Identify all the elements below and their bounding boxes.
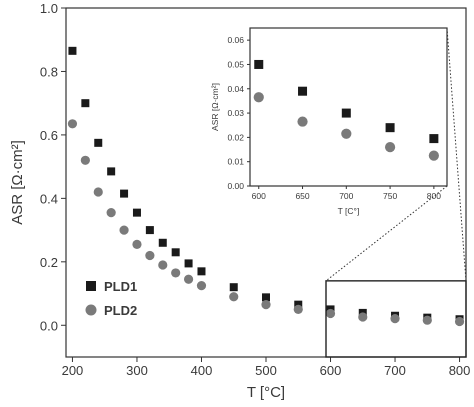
main-x-tick-label: 600: [320, 363, 342, 378]
main-point-pld2: [261, 300, 271, 310]
inset-plot: 600 650 700 750 800 0.00 0.01 0.02 0.03 0.04 0.05 0…: [210, 27, 448, 216]
inset-point-pld1: [298, 86, 308, 96]
main-x-axis-label: T [°C]: [247, 384, 285, 401]
connector-line-right: [446, 27, 467, 281]
zoom-connectors: [325, 27, 467, 282]
main-point-pld2: [229, 292, 239, 302]
legend: PLD1 PLD2: [85, 279, 137, 318]
main-point-pld2: [119, 225, 129, 235]
main-plot: 200 300 400 500 600 700 800 0.0 0.2 0.4 0.6 0.8 1.0 T…: [9, 1, 470, 401]
legend-marker-pld2: [85, 304, 97, 316]
main-y-tick-label: 0.0: [40, 318, 58, 333]
inset-point-pld1: [254, 59, 264, 69]
inset-y-tick-label: 0.01: [227, 157, 244, 167]
inset-y-axis-label: ASR [Ω·cm²]: [210, 83, 220, 131]
main-point-pld2: [293, 304, 303, 315]
main-point-pld2: [454, 316, 465, 327]
main-point-pld2: [325, 308, 336, 319]
inset-x-axis-label: T [C°]: [338, 206, 360, 216]
inset-y-tick-label: 0.05: [227, 59, 244, 69]
main-point-pld1: [120, 189, 129, 198]
main-point-pld1: [184, 259, 193, 268]
main-point-pld1: [197, 267, 206, 276]
inset-y-tick-label: 0.03: [227, 108, 244, 118]
main-point-pld2: [93, 187, 103, 197]
main-point-pld2: [196, 281, 207, 291]
main-point-pld2: [106, 208, 116, 218]
inset-x-tick-label: 600: [252, 191, 266, 201]
main-x-tick-label: 500: [255, 363, 277, 378]
connector-line-left: [325, 185, 448, 282]
main-point-pld1: [107, 167, 116, 176]
legend-label-pld2: PLD2: [104, 303, 137, 318]
main-point-pld2: [132, 239, 142, 249]
main-x-tick-label: 200: [62, 363, 84, 378]
inset-point-pld2: [253, 92, 264, 103]
main-x-tick-label: 400: [191, 363, 213, 378]
inset-point-pld2: [384, 142, 396, 153]
main-point-pld2: [183, 274, 194, 284]
inset-point-pld1: [385, 123, 395, 133]
main-point-pld1: [158, 238, 167, 247]
inset-point-pld2: [297, 116, 308, 127]
main-point-pld1: [229, 283, 238, 292]
main-point-pld1: [171, 248, 180, 257]
main-y-tick-label: 0.8: [40, 64, 58, 79]
main-point-pld1: [262, 293, 270, 302]
inset-y-tick-label: 0.04: [227, 84, 244, 94]
inset-y-tick-label: 0.06: [227, 35, 244, 45]
inset-x-tick-label: 700: [339, 191, 353, 201]
main-point-pld2: [422, 315, 432, 325]
inset-point-pld1: [429, 134, 439, 144]
main-point-pld1: [94, 138, 103, 147]
main-point-pld2: [390, 314, 400, 324]
inset-x-tick-label: 650: [295, 191, 309, 201]
main-x-tick-label: 300: [126, 363, 148, 378]
main-point-pld2: [145, 250, 155, 261]
legend-marker-pld1: [86, 281, 96, 291]
main-y-tick-label: 0.6: [40, 128, 58, 143]
inset-y-tick-label: 0.00: [227, 181, 244, 191]
main-point-pld2: [67, 119, 78, 129]
legend-label-pld1: PLD1: [104, 279, 137, 294]
main-y-axis-label: ASR [Ω·cm²]: [9, 140, 26, 225]
inset-point-pld2: [341, 128, 352, 139]
inset-x-tick-label: 750: [383, 191, 397, 201]
main-point-pld1: [132, 208, 141, 217]
main-point-pld2: [158, 260, 168, 270]
main-point-pld2: [80, 155, 90, 165]
main-x-tick-label: 800: [449, 363, 471, 378]
inset-point-pld1: [341, 108, 351, 118]
inset-point-pld2: [428, 150, 439, 161]
main-x-tick-label: 700: [384, 363, 406, 378]
main-y-tick-label: 1.0: [40, 1, 58, 16]
zoom-box: [325, 280, 467, 358]
inset-x-tick-label: 800: [427, 191, 441, 201]
main-point-pld1: [68, 46, 77, 55]
main-point-pld2: [358, 312, 368, 322]
main-point-pld1: [145, 226, 154, 235]
main-point-pld1: [294, 300, 303, 309]
main-point-pld1: [81, 99, 90, 108]
main-y-tick-label: 0.2: [40, 255, 58, 270]
inset-plot-frame: [249, 27, 448, 187]
main-point-pld2: [171, 268, 181, 278]
inset-y-tick-label: 0.02: [227, 132, 244, 142]
main-y-tick-label: 0.4: [40, 191, 58, 206]
